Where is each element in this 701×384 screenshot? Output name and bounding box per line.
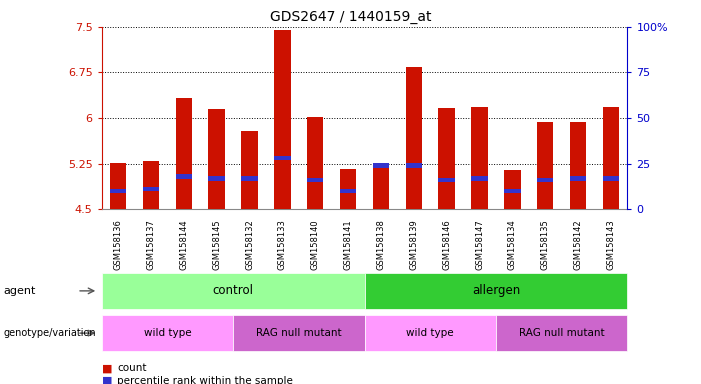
Bar (373, 163, 389, 168)
Bar (274, 30, 291, 209)
Bar (570, 122, 586, 209)
Text: count: count (117, 363, 147, 373)
Bar (143, 187, 159, 192)
Bar (570, 176, 586, 180)
Bar (537, 122, 554, 209)
Bar (603, 107, 619, 209)
Bar (471, 107, 488, 209)
Text: genotype/variation: genotype/variation (4, 328, 96, 338)
Bar (603, 176, 619, 180)
Bar (110, 189, 126, 193)
Bar (175, 174, 192, 179)
Bar (438, 178, 455, 182)
Bar (438, 108, 455, 209)
Text: agent: agent (4, 286, 36, 296)
Text: GDS2647 / 1440159_at: GDS2647 / 1440159_at (270, 10, 431, 23)
Bar (504, 189, 521, 193)
Bar (537, 178, 554, 182)
Bar (406, 163, 422, 168)
Text: control: control (212, 285, 254, 297)
Text: ■: ■ (102, 363, 112, 373)
Bar (373, 167, 389, 209)
Text: percentile rank within the sample: percentile rank within the sample (117, 376, 293, 384)
Bar (340, 169, 356, 209)
Bar (110, 163, 126, 209)
Text: wild type: wild type (407, 328, 454, 338)
Text: allergen: allergen (472, 285, 520, 297)
Bar (143, 161, 159, 209)
Text: RAG null mutant: RAG null mutant (519, 328, 604, 338)
Bar (471, 176, 488, 180)
Text: RAG null mutant: RAG null mutant (256, 328, 341, 338)
Bar (241, 131, 258, 209)
Text: wild type: wild type (144, 328, 191, 338)
Bar (208, 109, 225, 209)
Bar (175, 98, 192, 209)
Bar (406, 67, 422, 209)
Bar (274, 156, 291, 161)
Bar (208, 176, 225, 180)
Bar (241, 176, 258, 180)
Bar (340, 189, 356, 193)
Bar (504, 170, 521, 209)
Bar (307, 117, 323, 209)
Text: ■: ■ (102, 376, 112, 384)
Bar (307, 178, 323, 182)
